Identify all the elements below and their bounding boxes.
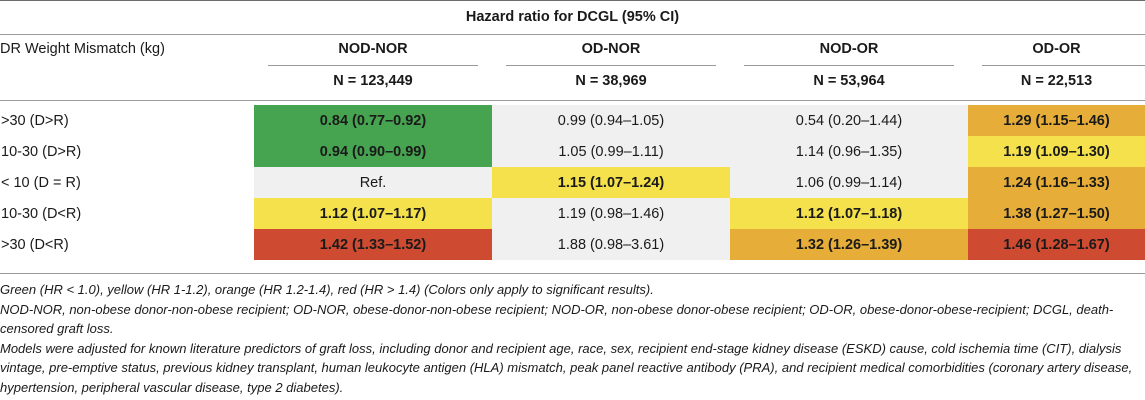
- hazard-ratio-cell: 0.54 (0.20–1.44): [730, 105, 968, 136]
- group-underline: [506, 65, 716, 66]
- hazard-ratio-cell: 1.32 (1.26–1.39): [730, 229, 968, 260]
- hazard-ratio-cell: 1.06 (0.99–1.14): [730, 167, 968, 198]
- hazard-ratio-cell: 1.24 (1.16–1.33): [968, 167, 1145, 198]
- hazard-ratio-cell: 1.12 (1.07–1.17): [254, 198, 492, 229]
- group-n-nod-nor: N = 123,449: [333, 73, 413, 89]
- hazard-ratio-cell: 1.88 (0.98–3.61): [492, 229, 730, 260]
- group-underline: [982, 65, 1145, 66]
- data-table: >30 (D>R) 0.84 (0.77–0.92) 0.99 (0.94–1.05…: [0, 105, 1145, 260]
- hazard-ratio-cell: 1.14 (0.96–1.35): [730, 136, 968, 167]
- group-header-od-or: OD-OR: [1032, 41, 1081, 57]
- hazard-ratio-cell: 1.46 (1.28–1.67): [968, 229, 1145, 260]
- table-row: 10-30 (D>R) 0.94 (0.90–0.99) 1.05 (0.99–1.…: [0, 136, 1145, 167]
- table-bottom-rule: [0, 273, 1145, 274]
- note-models: Models were adjusted for known literatur…: [0, 340, 1133, 395]
- hazard-ratio-cell: 1.05 (0.99–1.11): [492, 136, 730, 167]
- group-n-od-nor: N = 38,969: [575, 73, 647, 89]
- note-abbreviations: NOD-NOR, non-obese donor-non-obese recip…: [0, 301, 1114, 337]
- group-underline: [744, 65, 954, 66]
- table-title: Hazard ratio for DCGL (95% CI): [465, 9, 680, 25]
- hazard-ratio-cell: 1.15 (1.07–1.24): [492, 167, 730, 198]
- row-label: < 10 (D = R): [1, 174, 81, 191]
- table-row: >30 (D<R) 1.42 (1.33–1.52) 1.88 (0.98–3.61…: [0, 229, 1145, 260]
- row-label: >30 (D<R): [1, 236, 69, 253]
- group-header-nod-or: NOD-OR: [819, 41, 879, 57]
- hazard-ratio-cell: 0.94 (0.90–0.99): [254, 136, 492, 167]
- table-top-rule: [0, 0, 1145, 1]
- hazard-ratio-cell: 0.99 (0.94–1.05): [492, 105, 730, 136]
- table-row: 10-30 (D<R) 1.12 (1.07–1.17) 1.19 (0.98–1.…: [0, 198, 1145, 229]
- row-label: 10-30 (D<R): [1, 205, 82, 222]
- table-row: >30 (D>R) 0.84 (0.77–0.92) 0.99 (0.94–1.05…: [0, 105, 1145, 136]
- table-row: < 10 (D = R) Ref. 1.15 (1.07–1.24) 1.06 (0.…: [0, 167, 1145, 198]
- row-label: >30 (D>R): [1, 112, 69, 129]
- group-n-od-or: N = 22,513: [1020, 73, 1093, 89]
- hazard-ratio-cell: 1.19 (0.98–1.46): [492, 198, 730, 229]
- header-rule: [0, 100, 1145, 101]
- hazard-ratio-cell: 1.38 (1.27–1.50): [968, 198, 1145, 229]
- group-header-nod-nor: NOD-NOR: [338, 41, 408, 57]
- row-header: DR Weight Mismatch (kg): [0, 41, 165, 57]
- table-notes: Green (HR < 1.0), yellow (HR 1-1.2), ora…: [0, 280, 1145, 397]
- group-underline: [268, 65, 478, 66]
- hazard-ratio-cell: Ref.: [254, 167, 492, 198]
- hazard-ratio-cell: 1.29 (1.15–1.46): [968, 105, 1145, 136]
- hazard-ratio-cell: 0.84 (0.77–0.92): [254, 105, 492, 136]
- group-n-nod-or: N = 53,964: [813, 73, 885, 89]
- group-header-od-nor: OD-NOR: [581, 41, 641, 57]
- title-rule: [0, 34, 1145, 35]
- hazard-ratio-cell: 1.42 (1.33–1.52): [254, 229, 492, 260]
- hazard-ratio-cell: 1.19 (1.09–1.30): [968, 136, 1145, 167]
- note-colors: Green (HR < 1.0), yellow (HR 1-1.2), ora…: [0, 282, 654, 297]
- hazard-ratio-cell: 1.12 (1.07–1.18): [730, 198, 968, 229]
- row-label: 10-30 (D>R): [1, 143, 82, 160]
